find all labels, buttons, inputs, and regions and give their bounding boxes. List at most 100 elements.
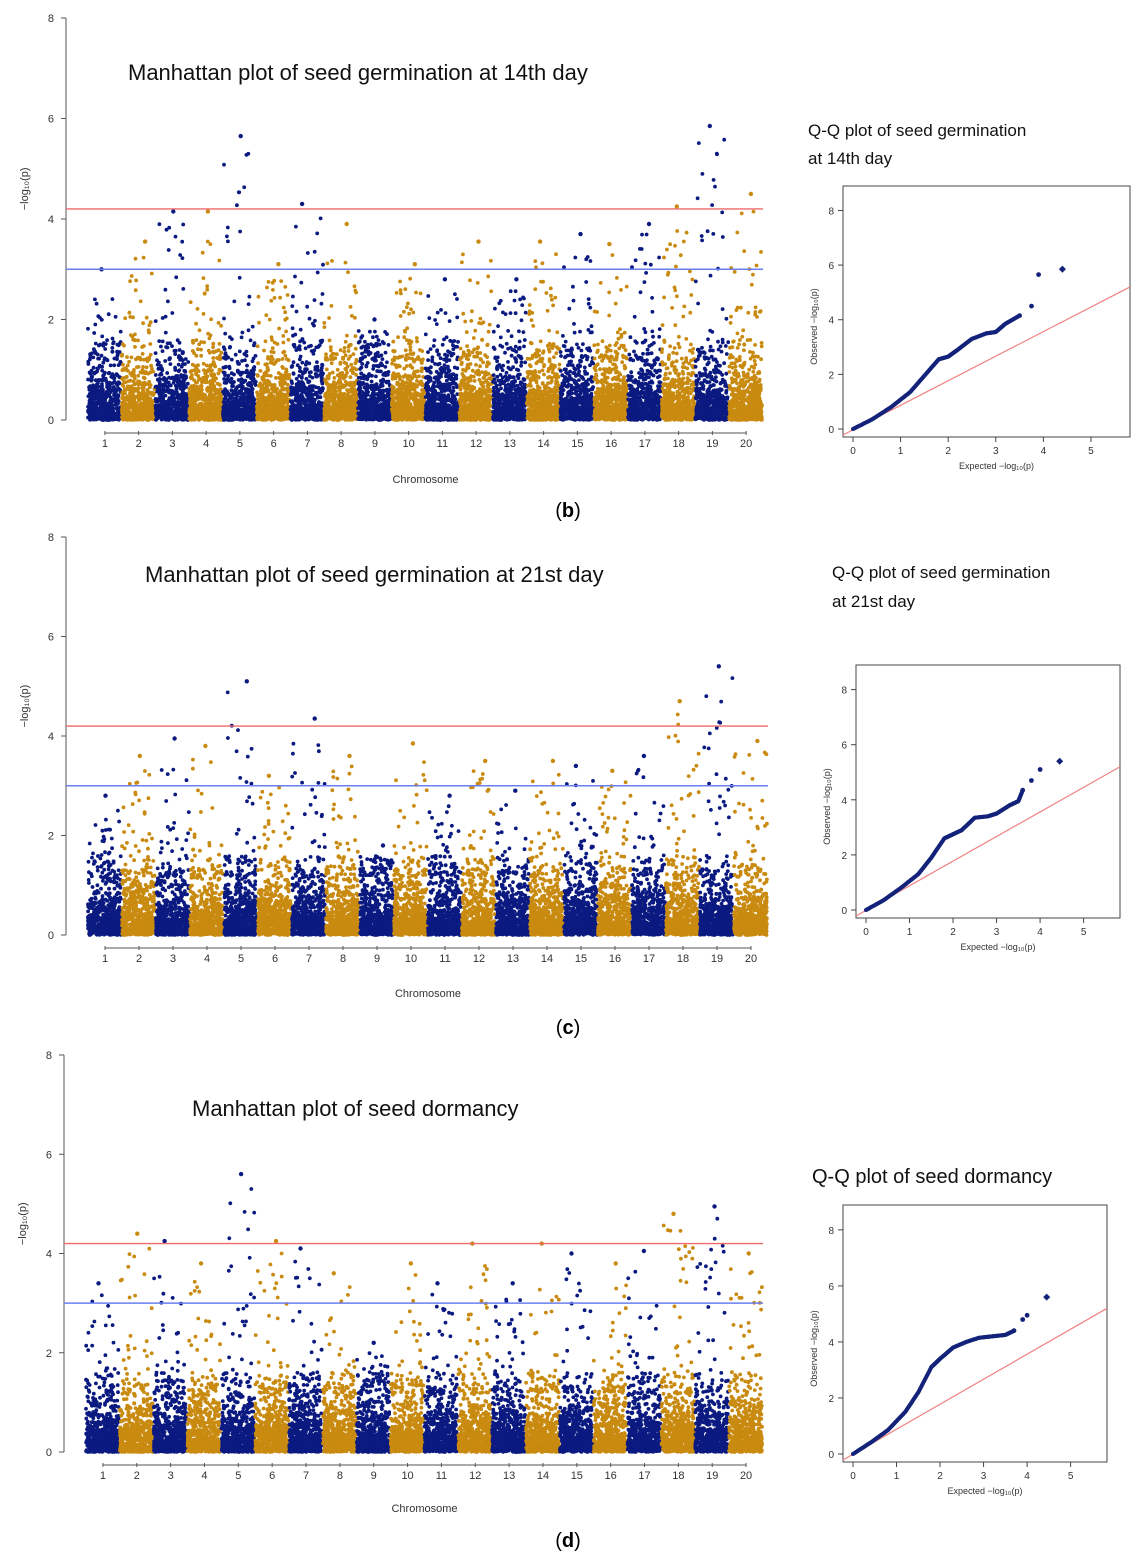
snp-point xyxy=(253,354,258,358)
snp-point xyxy=(329,361,334,366)
snp-point xyxy=(180,256,185,260)
snp-point xyxy=(149,363,154,368)
snp-point xyxy=(164,345,169,349)
snp-point xyxy=(111,385,116,389)
snp-point xyxy=(338,415,342,420)
snp-point xyxy=(305,251,310,255)
snp-point xyxy=(268,374,273,378)
snp-point xyxy=(168,362,173,366)
snp-point xyxy=(255,408,260,412)
snp-point xyxy=(229,413,234,418)
snp-point xyxy=(166,411,171,416)
snp-point xyxy=(326,414,330,418)
snp-point xyxy=(97,343,101,348)
snp-point xyxy=(309,402,314,406)
snp-point xyxy=(292,408,297,413)
snp-point xyxy=(190,368,194,373)
snp-point xyxy=(306,379,311,384)
snp-point xyxy=(167,225,172,230)
snp-point xyxy=(249,411,254,416)
snp-point xyxy=(160,339,165,344)
snp-point xyxy=(141,365,146,369)
snp-point xyxy=(110,297,115,301)
snp-point xyxy=(281,412,286,417)
snp-point xyxy=(348,354,353,359)
snp-point xyxy=(283,285,288,289)
snp-point xyxy=(265,365,270,370)
snp-point xyxy=(203,380,208,385)
snp-point xyxy=(93,322,98,327)
snp-point xyxy=(156,404,160,409)
snp-point xyxy=(296,382,300,387)
snp-point xyxy=(315,374,320,379)
snp-point xyxy=(263,339,268,344)
snp-point xyxy=(164,380,169,385)
snp-point xyxy=(360,334,365,338)
snp-point xyxy=(265,285,269,290)
snp-point xyxy=(232,299,237,304)
snp-point xyxy=(118,388,122,392)
snp-point xyxy=(327,316,331,320)
snp-point xyxy=(223,365,228,370)
snp-point xyxy=(165,371,170,375)
snp-point xyxy=(173,234,178,239)
snp-point xyxy=(329,304,334,308)
snp-point xyxy=(104,357,109,362)
snp-point xyxy=(340,371,345,375)
snp-point xyxy=(368,410,373,415)
snp-point xyxy=(200,250,205,255)
snp-point xyxy=(364,364,369,369)
snp-point xyxy=(341,396,346,401)
snp-point xyxy=(235,398,240,402)
snp-point xyxy=(357,392,362,397)
snp-point xyxy=(160,368,165,373)
chromosome-peak-point xyxy=(372,317,377,322)
snp-point xyxy=(102,413,107,418)
snp-point xyxy=(238,229,243,234)
snp-point xyxy=(176,411,181,416)
snp-point xyxy=(264,410,269,415)
snp-point xyxy=(167,356,172,361)
snp-point xyxy=(369,379,374,384)
snp-point xyxy=(350,384,355,388)
snp-point xyxy=(115,354,120,358)
snp-point xyxy=(219,323,224,328)
snp-point xyxy=(342,375,347,379)
snp-point xyxy=(214,349,219,353)
snp-point xyxy=(199,377,203,382)
snp-point xyxy=(385,387,389,392)
manhattan-points xyxy=(86,123,764,422)
snp-point xyxy=(344,367,348,372)
snp-point xyxy=(125,363,130,368)
snp-point xyxy=(228,402,233,407)
snp-point xyxy=(138,357,143,362)
snp-point xyxy=(275,413,280,418)
snp-point xyxy=(372,403,377,407)
snp-point xyxy=(286,358,291,363)
snp-point xyxy=(264,313,269,318)
chromosome-7-points xyxy=(288,201,326,422)
snp-point xyxy=(377,391,381,396)
snp-point xyxy=(376,411,381,416)
snp-point xyxy=(346,270,350,274)
snp-point xyxy=(217,408,222,413)
snp-point xyxy=(133,387,138,391)
snp-point xyxy=(208,413,213,417)
snp-point xyxy=(239,377,244,381)
snp-point xyxy=(370,357,375,361)
snp-point xyxy=(86,326,90,331)
snp-point xyxy=(351,404,355,408)
snp-point xyxy=(238,395,243,400)
snp-point xyxy=(100,368,105,373)
snp-point xyxy=(246,302,251,306)
snp-point xyxy=(356,406,361,411)
snp-point xyxy=(332,376,337,380)
snp-point xyxy=(298,415,303,420)
snp-point xyxy=(95,382,99,387)
snp-point xyxy=(315,270,320,275)
snp-point xyxy=(113,402,118,407)
snp-point xyxy=(233,352,238,357)
snp-point xyxy=(107,407,112,412)
snp-point xyxy=(353,334,358,338)
snp-point xyxy=(216,321,221,325)
